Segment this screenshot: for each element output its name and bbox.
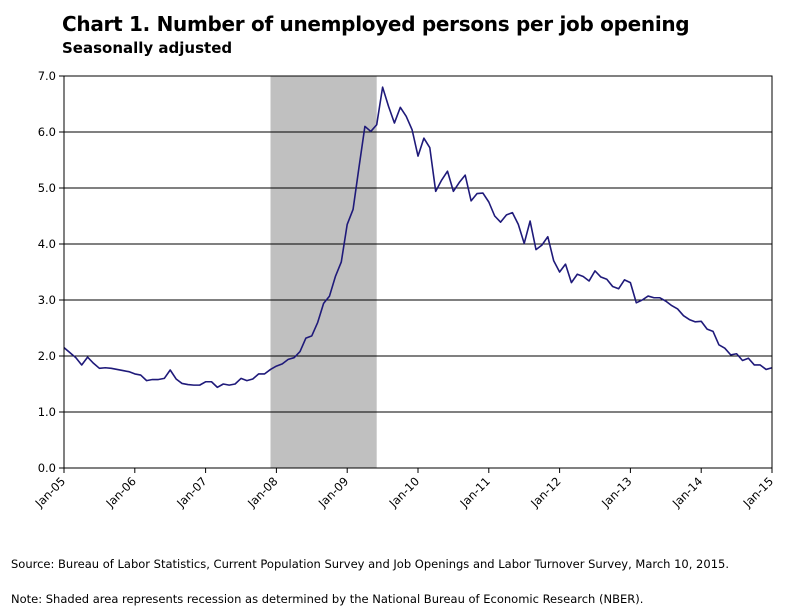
x-tick-labels: Jan-05 Jan-06 Jan-07 Jan-08 Jan-09 Jan-10 Jan-… xyxy=(32,474,776,510)
y-tick-label: 5.0 xyxy=(38,181,56,195)
x-tick-label: Jan-11 xyxy=(456,474,492,510)
y-tick-label: 2.0 xyxy=(38,349,56,363)
x-tick-label: Jan-07 xyxy=(173,474,209,510)
line-chart: 0.01.02.03.04.05.06.07.0 Jan-05 Jan-06 Jan… xyxy=(32,69,776,511)
series-layer xyxy=(63,86,773,389)
y-tick-labels: 0.0 1.0 2.0 3.0 4.0 5.0 6.0 7.0 xyxy=(38,69,56,475)
recession-shading-layer xyxy=(270,76,377,468)
chart-subtitle: Seasonally adjusted xyxy=(62,39,233,57)
plot-frame xyxy=(63,75,773,469)
chart-title: Chart 1. Number of unemployed persons pe… xyxy=(62,12,690,36)
plot-frame-layer xyxy=(63,75,773,469)
y-tick-label: 4.0 xyxy=(38,237,56,251)
unemployed-per-opening-line xyxy=(63,86,773,389)
x-tick-label: Jan-10 xyxy=(386,474,422,510)
x-tick-label: Jan-12 xyxy=(527,474,563,510)
recession-note: Note: Shaded area represents recession a… xyxy=(11,592,644,606)
x-tick-label: Jan-06 xyxy=(102,474,138,510)
x-tick-label: Jan-13 xyxy=(598,474,634,510)
x-tick-label: Jan-09 xyxy=(315,474,351,510)
y-tick-label: 0.0 xyxy=(38,461,56,475)
y-tick-label: 7.0 xyxy=(38,69,56,83)
x-tick-label: Jan-15 xyxy=(740,474,776,510)
x-tick-label: Jan-14 xyxy=(669,474,705,510)
source-note: Source: Bureau of Labor Statistics, Curr… xyxy=(11,557,729,571)
y-tick-label: 1.0 xyxy=(38,405,56,419)
y-tick-label: 3.0 xyxy=(38,293,56,307)
y-tick-label: 6.0 xyxy=(38,125,56,139)
x-tick-label: Jan-08 xyxy=(244,474,280,510)
gridlines-layer xyxy=(59,75,773,473)
recession-shading xyxy=(270,76,377,468)
x-tick-label: Jan-05 xyxy=(32,474,68,510)
